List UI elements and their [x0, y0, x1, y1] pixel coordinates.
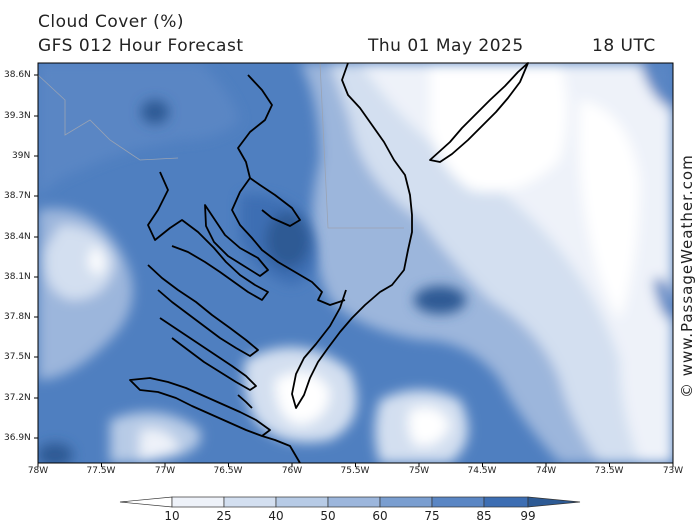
colorbar-label: 99	[520, 509, 536, 523]
cloud-field	[38, 63, 673, 463]
lat-label: 36.9N	[4, 433, 31, 443]
axis-ticks	[34, 74, 674, 467]
state-borders	[37, 62, 404, 229]
lat-label: 38.4N	[4, 232, 31, 242]
colorbar	[119, 496, 581, 508]
forecast-model: GFS 012 Hour Forecast	[38, 36, 244, 56]
colorbar-label: 40	[268, 509, 284, 523]
lon-label: 74W	[535, 466, 557, 476]
lon-label: 77W	[154, 466, 176, 476]
forecast-time: 18 UTC	[592, 36, 656, 56]
lon-label: 75.5W	[340, 466, 370, 476]
lon-label: 74.5W	[467, 466, 497, 476]
lon-label: 76.5W	[213, 466, 243, 476]
lat-label: 38.1N	[4, 272, 31, 282]
colorbar-label: 25	[216, 509, 232, 523]
lat-label: 38.7N	[4, 191, 31, 201]
colorbar-label: 60	[372, 509, 388, 523]
map-title: Cloud Cover (%)	[38, 12, 185, 32]
lon-label: 75W	[408, 466, 430, 476]
lat-label: 39.3N	[4, 111, 31, 121]
colorbar-label: 10	[164, 509, 180, 523]
credit-text: © www.PassageWeather.com	[678, 154, 696, 398]
lat-label: 39N	[12, 151, 31, 161]
lon-label: 73.5W	[594, 466, 624, 476]
lat-label: 38.6N	[4, 70, 31, 80]
lat-label: 37.2N	[4, 393, 31, 403]
lat-label: 37.8N	[4, 312, 31, 322]
lat-label: 37.5N	[4, 352, 31, 362]
colorbar-label: 50	[320, 509, 336, 523]
colorbar-label: 75	[424, 509, 440, 523]
lon-label: 76W	[281, 466, 303, 476]
lon-label: 77.5W	[86, 466, 116, 476]
forecast-date: Thu 01 May 2025	[368, 36, 524, 56]
coastline	[129, 62, 529, 464]
lon-label: 73W	[662, 466, 684, 476]
lon-label: 78W	[27, 466, 49, 476]
colorbar-label: 85	[476, 509, 492, 523]
